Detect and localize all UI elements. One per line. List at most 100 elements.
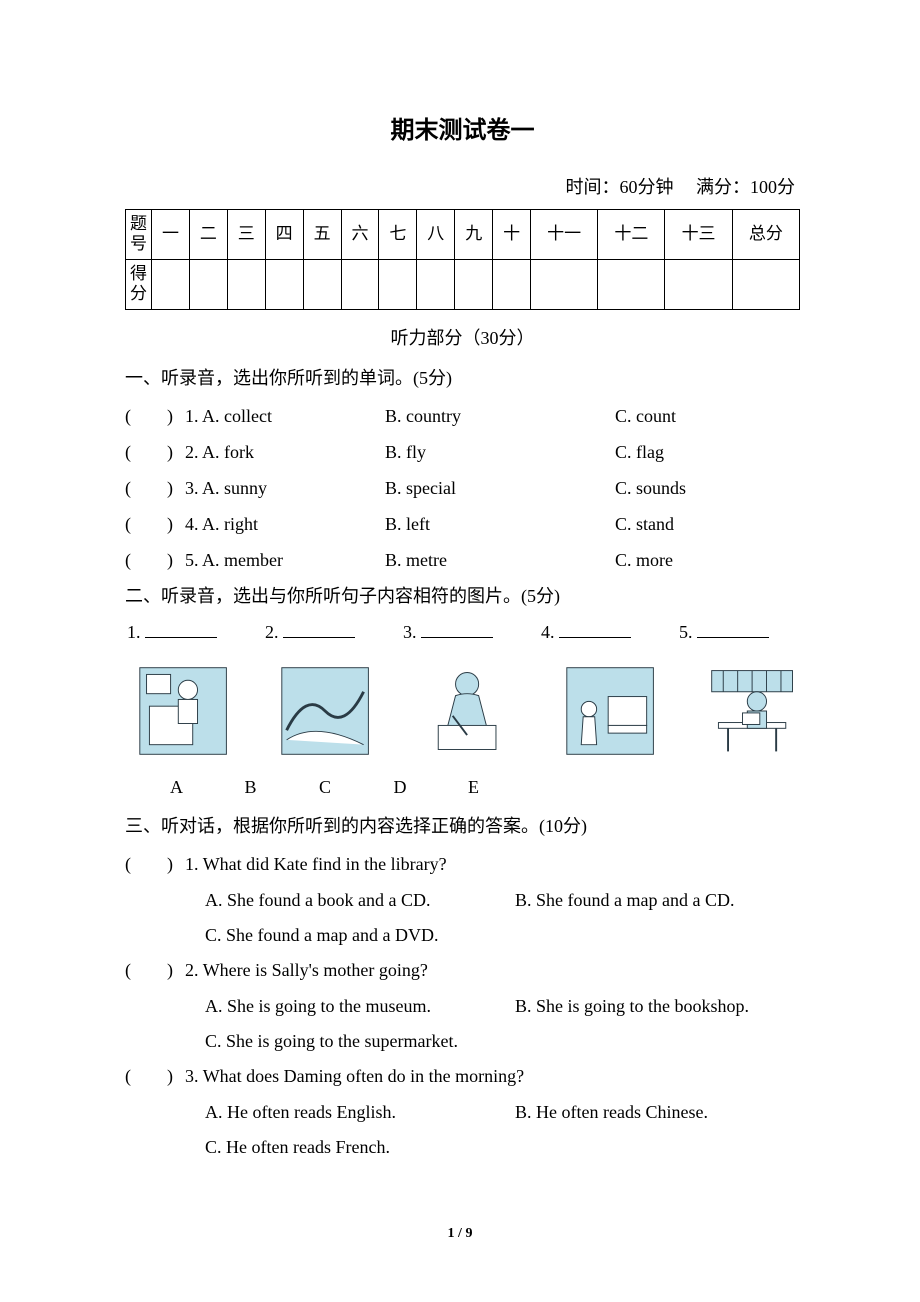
page-title: 期末测试卷一: [125, 110, 800, 145]
illustration-a: [135, 653, 231, 769]
illustration-b: [277, 653, 373, 769]
col-11: 十一: [531, 210, 598, 260]
col-12: 十二: [598, 210, 665, 260]
score-cell[interactable]: [531, 259, 598, 309]
blank-label: 2.: [265, 622, 279, 642]
opt-a: A. She is going to the museum.: [205, 996, 515, 1017]
opt-a: 3. A. sunny: [185, 478, 385, 499]
answer-blank[interactable]: ( ): [125, 474, 185, 500]
opt-a: 2. A. fork: [185, 442, 385, 463]
col-3: 三: [227, 210, 265, 260]
q1-5: ( ) 5. A. member B. metre C. more: [125, 546, 800, 572]
opt-a: 4. A. right: [185, 514, 385, 535]
score-cell[interactable]: [341, 259, 379, 309]
score-table: 题号 一 二 三 四 五 六 七 八 九 十 十一 十二 十三 总分 得分: [125, 209, 800, 310]
opt-c: C. He often reads French.: [125, 1137, 800, 1158]
col-13: 十三: [665, 210, 732, 260]
section-2-heading: 二、听录音，选出与你所听句子内容相符的图片。(5分): [125, 582, 800, 608]
question-text: 1. What did Kate find in the library?: [185, 854, 447, 875]
answer-blank[interactable]: ( ): [125, 438, 185, 464]
q1-2: ( ) 2. A. fork B. fly C. flag: [125, 438, 800, 464]
question-text: 2. Where is Sally's mother going?: [185, 960, 428, 981]
col-10: 十: [493, 210, 531, 260]
answer-blank[interactable]: [697, 620, 769, 638]
score-cell[interactable]: [303, 259, 341, 309]
answer-blank[interactable]: [145, 620, 217, 638]
answer-blank[interactable]: [559, 620, 631, 638]
sec2-blanks: 1. 2. 3. 4. 5.: [125, 620, 800, 643]
score-cell[interactable]: [493, 259, 531, 309]
answer-blank[interactable]: ( ): [125, 1062, 185, 1088]
score-cell[interactable]: [379, 259, 417, 309]
opt-c: C. She is going to the supermarket.: [125, 1031, 800, 1052]
col-total: 总分: [732, 210, 799, 260]
score-cell[interactable]: [227, 259, 265, 309]
opt-c: C. count: [615, 406, 800, 427]
meta-line: 时间：60分钟 满分：100分: [125, 173, 800, 199]
score-cell[interactable]: [265, 259, 303, 309]
opt-c: C. sounds: [615, 478, 800, 499]
q1-1: ( ) 1. A. collect B. country C. count: [125, 402, 800, 428]
col-6: 六: [341, 210, 379, 260]
letter-a: A: [170, 777, 240, 798]
score-cell[interactable]: [598, 259, 665, 309]
section-3-heading: 三、听对话，根据你所听到的内容选择正确的答案。(10分): [125, 812, 800, 838]
score-cell[interactable]: [417, 259, 455, 309]
fullscore-label: 满分：100分: [696, 177, 795, 197]
opt-b: B. She found a map and a CD.: [515, 890, 800, 911]
col-8: 八: [417, 210, 455, 260]
opt-a: A. She found a book and a CD.: [205, 890, 515, 911]
opt-c: C. more: [615, 550, 800, 571]
time-label: 时间：60分钟: [566, 177, 674, 197]
q3-2: ( ) 2. Where is Sally's mother going? A.…: [125, 956, 800, 1052]
blank-label: 3.: [403, 622, 417, 642]
score-cell[interactable]: [152, 259, 190, 309]
answer-blank[interactable]: ( ): [125, 402, 185, 428]
answer-blank[interactable]: ( ): [125, 510, 185, 536]
letter-e: E: [468, 777, 538, 798]
opt-b: B. fly: [385, 442, 615, 463]
letter-b: B: [245, 777, 315, 798]
score-cell[interactable]: [455, 259, 493, 309]
opt-b: B. metre: [385, 550, 615, 571]
q3-1: ( ) 1. What did Kate find in the library…: [125, 850, 800, 946]
q3-3: ( ) 3. What does Daming often do in the …: [125, 1062, 800, 1158]
col-4: 四: [265, 210, 303, 260]
opt-b: B. left: [385, 514, 615, 535]
page-current: 1: [448, 1226, 455, 1241]
illustration-d: [562, 653, 658, 769]
col-5: 五: [303, 210, 341, 260]
answer-blank[interactable]: ( ): [125, 956, 185, 982]
illustration-e: [704, 653, 800, 769]
row-label: 得分: [126, 259, 152, 309]
section-1-heading: 一、听录音，选出你所听到的单词。(5分): [125, 364, 800, 390]
page-footer: 1 / 9: [0, 1226, 920, 1242]
col-7: 七: [379, 210, 417, 260]
score-cell[interactable]: [665, 259, 732, 309]
question-text: 3. What does Daming often do in the morn…: [185, 1066, 524, 1087]
answer-blank[interactable]: [421, 620, 493, 638]
score-cell[interactable]: [189, 259, 227, 309]
opt-b: B. She is going to the bookshop.: [515, 996, 800, 1017]
blank-label: 4.: [541, 622, 555, 642]
table-row: 得分: [126, 259, 800, 309]
blank-label: 5.: [679, 622, 693, 642]
table-row: 题号 一 二 三 四 五 六 七 八 九 十 十一 十二 十三 总分: [126, 210, 800, 260]
q1-3: ( ) 3. A. sunny B. special C. sounds: [125, 474, 800, 500]
opt-c: C. flag: [615, 442, 800, 463]
row-label: 题号: [126, 210, 152, 260]
letter-d: D: [394, 777, 464, 798]
q1-4: ( ) 4. A. right B. left C. stand: [125, 510, 800, 536]
answer-blank[interactable]: ( ): [125, 546, 185, 572]
score-cell[interactable]: [732, 259, 799, 309]
sec2-images: [125, 653, 800, 769]
opt-a: A. He often reads English.: [205, 1102, 515, 1123]
opt-b: B. He often reads Chinese.: [515, 1102, 800, 1123]
opt-c: C. She found a map and a DVD.: [125, 925, 800, 946]
opt-a: 1. A. collect: [185, 406, 385, 427]
illustration-c: [419, 653, 515, 769]
answer-blank[interactable]: [283, 620, 355, 638]
blank-label: 1.: [127, 622, 141, 642]
col-9: 九: [455, 210, 493, 260]
answer-blank[interactable]: ( ): [125, 850, 185, 876]
